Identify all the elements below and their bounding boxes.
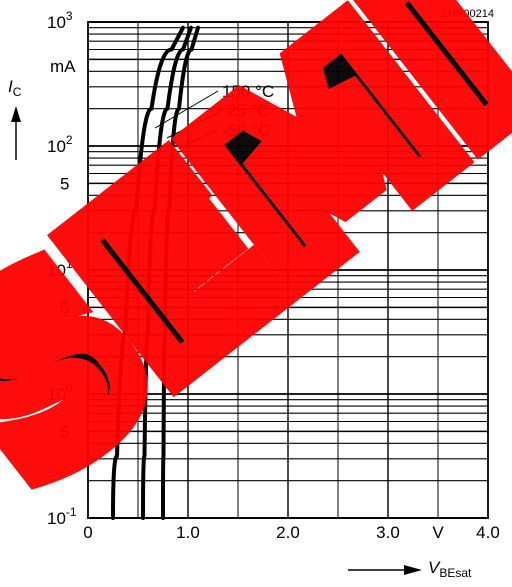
y-axis-title: IC (8, 77, 22, 99)
y-axis-unit: mA (50, 57, 76, 76)
x-axis-title: VBEsat (428, 558, 472, 580)
series-line-2 (161, 25, 200, 520)
x-tick-label: 3.0 (376, 523, 400, 542)
x-tick-label: 2.0 (276, 523, 300, 542)
series-label-2: -50 °C (222, 121, 270, 140)
y-tick-label: 100 (47, 381, 73, 404)
x-tick-label: 0 (83, 523, 92, 542)
plot-frame (87, 21, 489, 519)
x-axis-arrow-head (404, 565, 422, 575)
y-minor-tick-label: 5 (60, 174, 69, 193)
watermark-text: SEMI (0, 0, 512, 548)
series-label-0: 150 °C (222, 82, 274, 101)
series-leader-1 (166, 109, 224, 139)
y-minor-tick-label: 5 (60, 422, 69, 441)
x-tick-label: 4.0 (476, 523, 500, 542)
y-tick-label: 103 (47, 9, 73, 32)
y-axis-arrow-head (11, 106, 21, 122)
y-minor-tick-label: 5 (60, 298, 69, 317)
y-tick-label: 102 (47, 133, 73, 156)
x-tick-label: 1.0 (176, 523, 200, 542)
series-leader-0 (154, 90, 219, 129)
x-axis-unit: V (432, 523, 444, 542)
series-line-0 (111, 25, 185, 520)
figure-code: EHP00214 (441, 8, 494, 20)
y-tick-label: 101 (47, 257, 73, 280)
series-label-1: 25 °C (227, 101, 270, 120)
y-tick-label: 10-1 (47, 505, 77, 528)
series-leader-2 (178, 129, 219, 149)
watermark-logo: SEMI (0, 0, 512, 548)
series-line-1 (141, 25, 193, 520)
